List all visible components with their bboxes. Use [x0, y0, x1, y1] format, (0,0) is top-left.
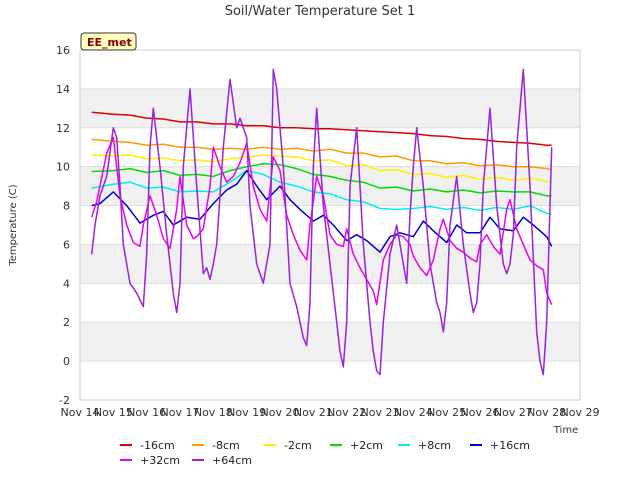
x-tick-label: Nov 16 — [127, 406, 166, 419]
y-tick-label: 12 — [56, 122, 70, 135]
y-tick-label: 10 — [56, 161, 70, 174]
legend-item: +64cm — [192, 454, 252, 467]
series-line--16cm — [91, 111, 552, 147]
series-line-+8cm — [91, 169, 552, 216]
x-tick-label: Nov 27 — [494, 406, 533, 419]
legend-item: +8cm — [398, 439, 451, 452]
x-tick-label: Nov 15 — [94, 406, 133, 419]
y-axis-ticks: -2 0 2 4 6 8 10 12 14 16 — [56, 44, 70, 407]
y-tick-label: 2 — [63, 316, 70, 329]
legend-item: +16cm — [470, 439, 530, 452]
y-tick-label: 8 — [63, 200, 70, 213]
plot-frame — [79, 49, 581, 401]
x-tick-label: Nov 29 — [561, 406, 600, 419]
x-tick-label: Nov 14 — [61, 406, 100, 419]
x-tick-label: Nov 17 — [161, 406, 200, 419]
legend-label: +2cm — [350, 439, 383, 452]
x-tick-label: Nov 23 — [361, 406, 400, 419]
legend-label: -16cm — [140, 439, 175, 452]
x-tick-label: Nov 18 — [194, 406, 233, 419]
x-tick-label: Nov 21 — [294, 406, 333, 419]
plot-band — [80, 166, 580, 206]
y-axis-label: Temperature (C) — [8, 184, 19, 266]
y-tick-label: -2 — [59, 394, 70, 407]
x-tick-label: Nov 24 — [394, 406, 433, 419]
legend-item: -8cm — [192, 439, 240, 452]
series-line--2cm — [91, 154, 552, 183]
badge-box — [80, 32, 137, 51]
legend-item: +2cm — [330, 439, 383, 452]
legend-item: -2cm — [264, 439, 312, 452]
plot-band — [80, 88, 580, 128]
y-tick-label: 4 — [63, 277, 70, 290]
x-tick-label: Nov 25 — [427, 406, 466, 419]
y-tick-label: 14 — [56, 83, 70, 96]
x-tick-label: Nov 20 — [261, 406, 300, 419]
legend-item: +32cm — [120, 454, 180, 467]
x-tick-label: Nov 28 — [527, 406, 566, 419]
series-layer — [90, 68, 553, 376]
x-tick-label: Nov 22 — [327, 406, 366, 419]
series-line-+2cm — [91, 162, 552, 197]
x-tick-label: Nov 19 — [227, 406, 266, 419]
series-line-+64cm — [90, 68, 553, 376]
legend-label: +8cm — [418, 439, 451, 452]
chart-title: Soil/Water Temperature Set 1 — [225, 4, 416, 19]
badge-label: EE_met — [87, 36, 132, 49]
legend-label: -2cm — [284, 439, 312, 452]
plot-band — [80, 322, 580, 362]
y-tick-label: 16 — [56, 44, 70, 57]
x-tick-label: Nov 26 — [461, 406, 500, 419]
y-tick-label: 0 — [63, 355, 70, 368]
legend-item: -16cm — [120, 439, 175, 452]
series-line-+32cm — [90, 136, 553, 306]
badge: EE_met — [80, 32, 137, 51]
legend: -16cm -8cm -2cm +2cm +8cm +16cm +32cm +64cm — [120, 439, 530, 467]
legend-label: +64cm — [212, 454, 252, 467]
legend-label: -8cm — [212, 439, 240, 452]
x-axis-label: Time — [553, 425, 578, 436]
legend-label: +16cm — [490, 439, 530, 452]
legend-label: +32cm — [140, 454, 180, 467]
y-tick-label: 6 — [63, 238, 70, 251]
